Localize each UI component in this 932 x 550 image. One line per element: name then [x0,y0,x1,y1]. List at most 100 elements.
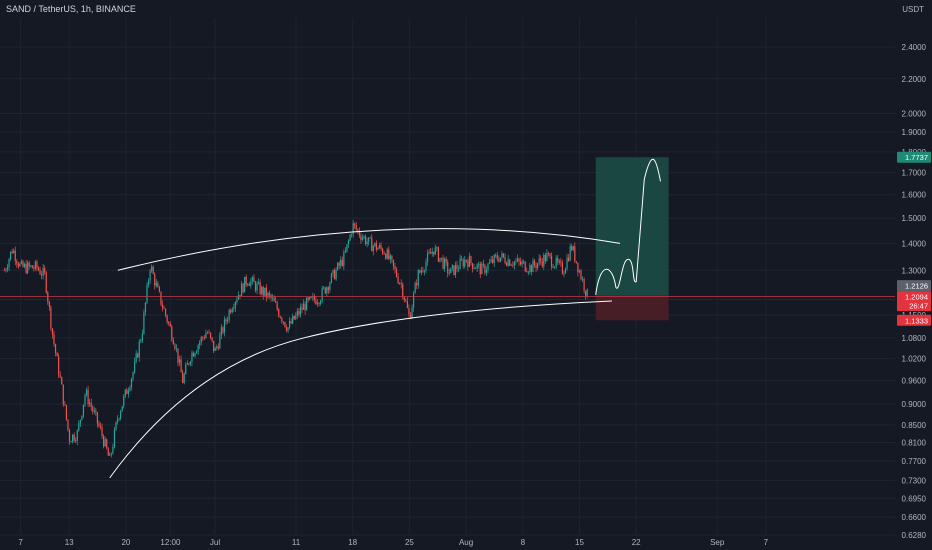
candle-body [89,402,91,404]
candle-body [437,247,439,262]
candle-body [191,352,193,362]
candle-body [30,265,32,267]
candle-body [67,419,69,430]
candle-body [273,297,275,302]
candle-body [476,264,478,269]
candle-body [358,230,360,236]
candle-body [130,378,133,388]
candle-body [6,267,9,270]
candle-body [262,287,264,296]
candle-body [580,270,582,280]
candle-body [25,263,27,274]
candle-body [242,283,244,293]
candle-body [200,337,202,343]
candle-body [39,269,41,275]
candle-body [296,311,298,316]
candle-body [405,300,407,302]
target-price-tag-bg [897,151,931,163]
time-tick-label: 13 [65,538,74,547]
candle-body [457,268,460,270]
candle-body [183,373,185,384]
candle-body [3,270,5,272]
candle-body [72,434,74,442]
candle-body [304,303,306,311]
candle-body [5,269,7,271]
candle-body [138,341,140,358]
candle-body [182,372,184,384]
candle-body [453,265,455,275]
candle-body [41,274,43,276]
risk-reward-zones [595,157,669,321]
candle-body [450,267,452,274]
candle-body [132,372,134,379]
candle-body [495,254,497,256]
candle-body [408,307,410,315]
candle-body [389,255,391,260]
candle-body [37,267,40,270]
candle-body [519,261,522,265]
candle-body [327,287,329,291]
candle-body [82,404,85,416]
candle-body [318,302,320,304]
candle-body [85,389,88,396]
candle-body [445,258,447,263]
candle-body [172,339,174,345]
candle-body [261,287,263,294]
candle-body [299,307,302,315]
candle-body [137,353,139,358]
candle-body [118,418,120,420]
candle-body [53,334,55,345]
candle-body [586,289,588,296]
candle-body [416,283,418,286]
candle-body [316,302,319,305]
candle-body [529,265,531,272]
candle-body [411,307,413,319]
candle-body [213,340,215,351]
candle-body [140,340,142,342]
candle-body [295,315,297,320]
candle-body [240,283,243,296]
candle-body [375,242,377,250]
candle-body [45,272,47,293]
candle-body [112,446,114,454]
candle-body [346,244,348,252]
candle-body [444,258,446,269]
candle-body [48,301,50,307]
candle-body [467,261,469,267]
time-tick-label: 7 [764,538,769,547]
candle-body [216,346,218,349]
candle-body [75,440,77,442]
candle-body [386,249,388,259]
candle-body [409,314,412,319]
entry-price-tag: 1.2126 [905,282,928,291]
candle-body [292,315,294,324]
candle-body [278,309,280,317]
candle-body [560,261,562,263]
candle-body [236,299,238,303]
price-tick-label: 1.0200 [902,355,927,364]
candle-body [377,247,379,250]
candle-body [209,332,212,338]
candle-body [420,270,422,273]
candle-body [569,246,571,261]
candle-body [152,266,154,274]
time-axis: 7 13 20 12:00 Jul 11 18 25 Aug 8 15 22 Sep 7 [18,538,768,547]
candle-body [188,363,190,365]
candle-body [42,268,44,276]
candle-body [107,448,109,456]
candle-body [366,241,368,244]
candle-body [402,284,404,298]
candle-body [54,344,57,353]
candle-body [321,288,323,301]
candle-body [163,307,165,309]
candle-body [103,435,105,447]
candle-body [498,259,500,262]
candle-body [554,266,556,268]
candle-body [504,257,506,263]
candle-body [245,276,247,285]
candle-body [320,300,322,304]
candle-body [96,412,98,424]
candle-body [385,253,387,259]
candle-body [471,263,474,269]
